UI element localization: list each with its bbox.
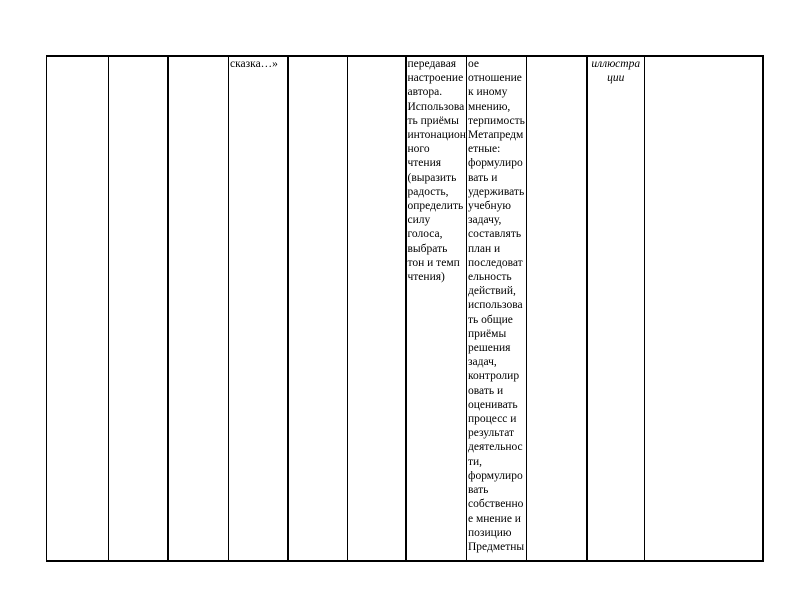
cell-student-activity-text: передавая настроение автора. Использова … [404, 55, 467, 562]
table-cell-1 [46, 55, 109, 562]
cell-text: передавая настроение автора. Использова … [407, 58, 466, 284]
table-row: сказка…» передавая настроение автора. Ис… [46, 55, 763, 562]
cell-text: ое отношение к иному мнению, терпимость … [468, 58, 525, 553]
table-cell-9 [526, 55, 587, 562]
cell-planned-results-text: ое отношение к иному мнению, терпимость … [466, 55, 527, 562]
table-cell-5 [286, 55, 348, 562]
cell-text: сказка…» [230, 58, 278, 70]
cell-lesson-topic-fragment: сказка…» [228, 55, 288, 562]
table-cell-11 [644, 55, 763, 562]
table-cell-6 [347, 55, 406, 562]
table-cell-3 [166, 55, 229, 562]
cell-illustrations-label: иллюстра ции [585, 55, 645, 562]
cell-text: иллюстра ции [591, 58, 641, 85]
table-cell-2 [108, 55, 168, 562]
lesson-plan-table: сказка…» передавая настроение автора. Ис… [46, 55, 764, 562]
